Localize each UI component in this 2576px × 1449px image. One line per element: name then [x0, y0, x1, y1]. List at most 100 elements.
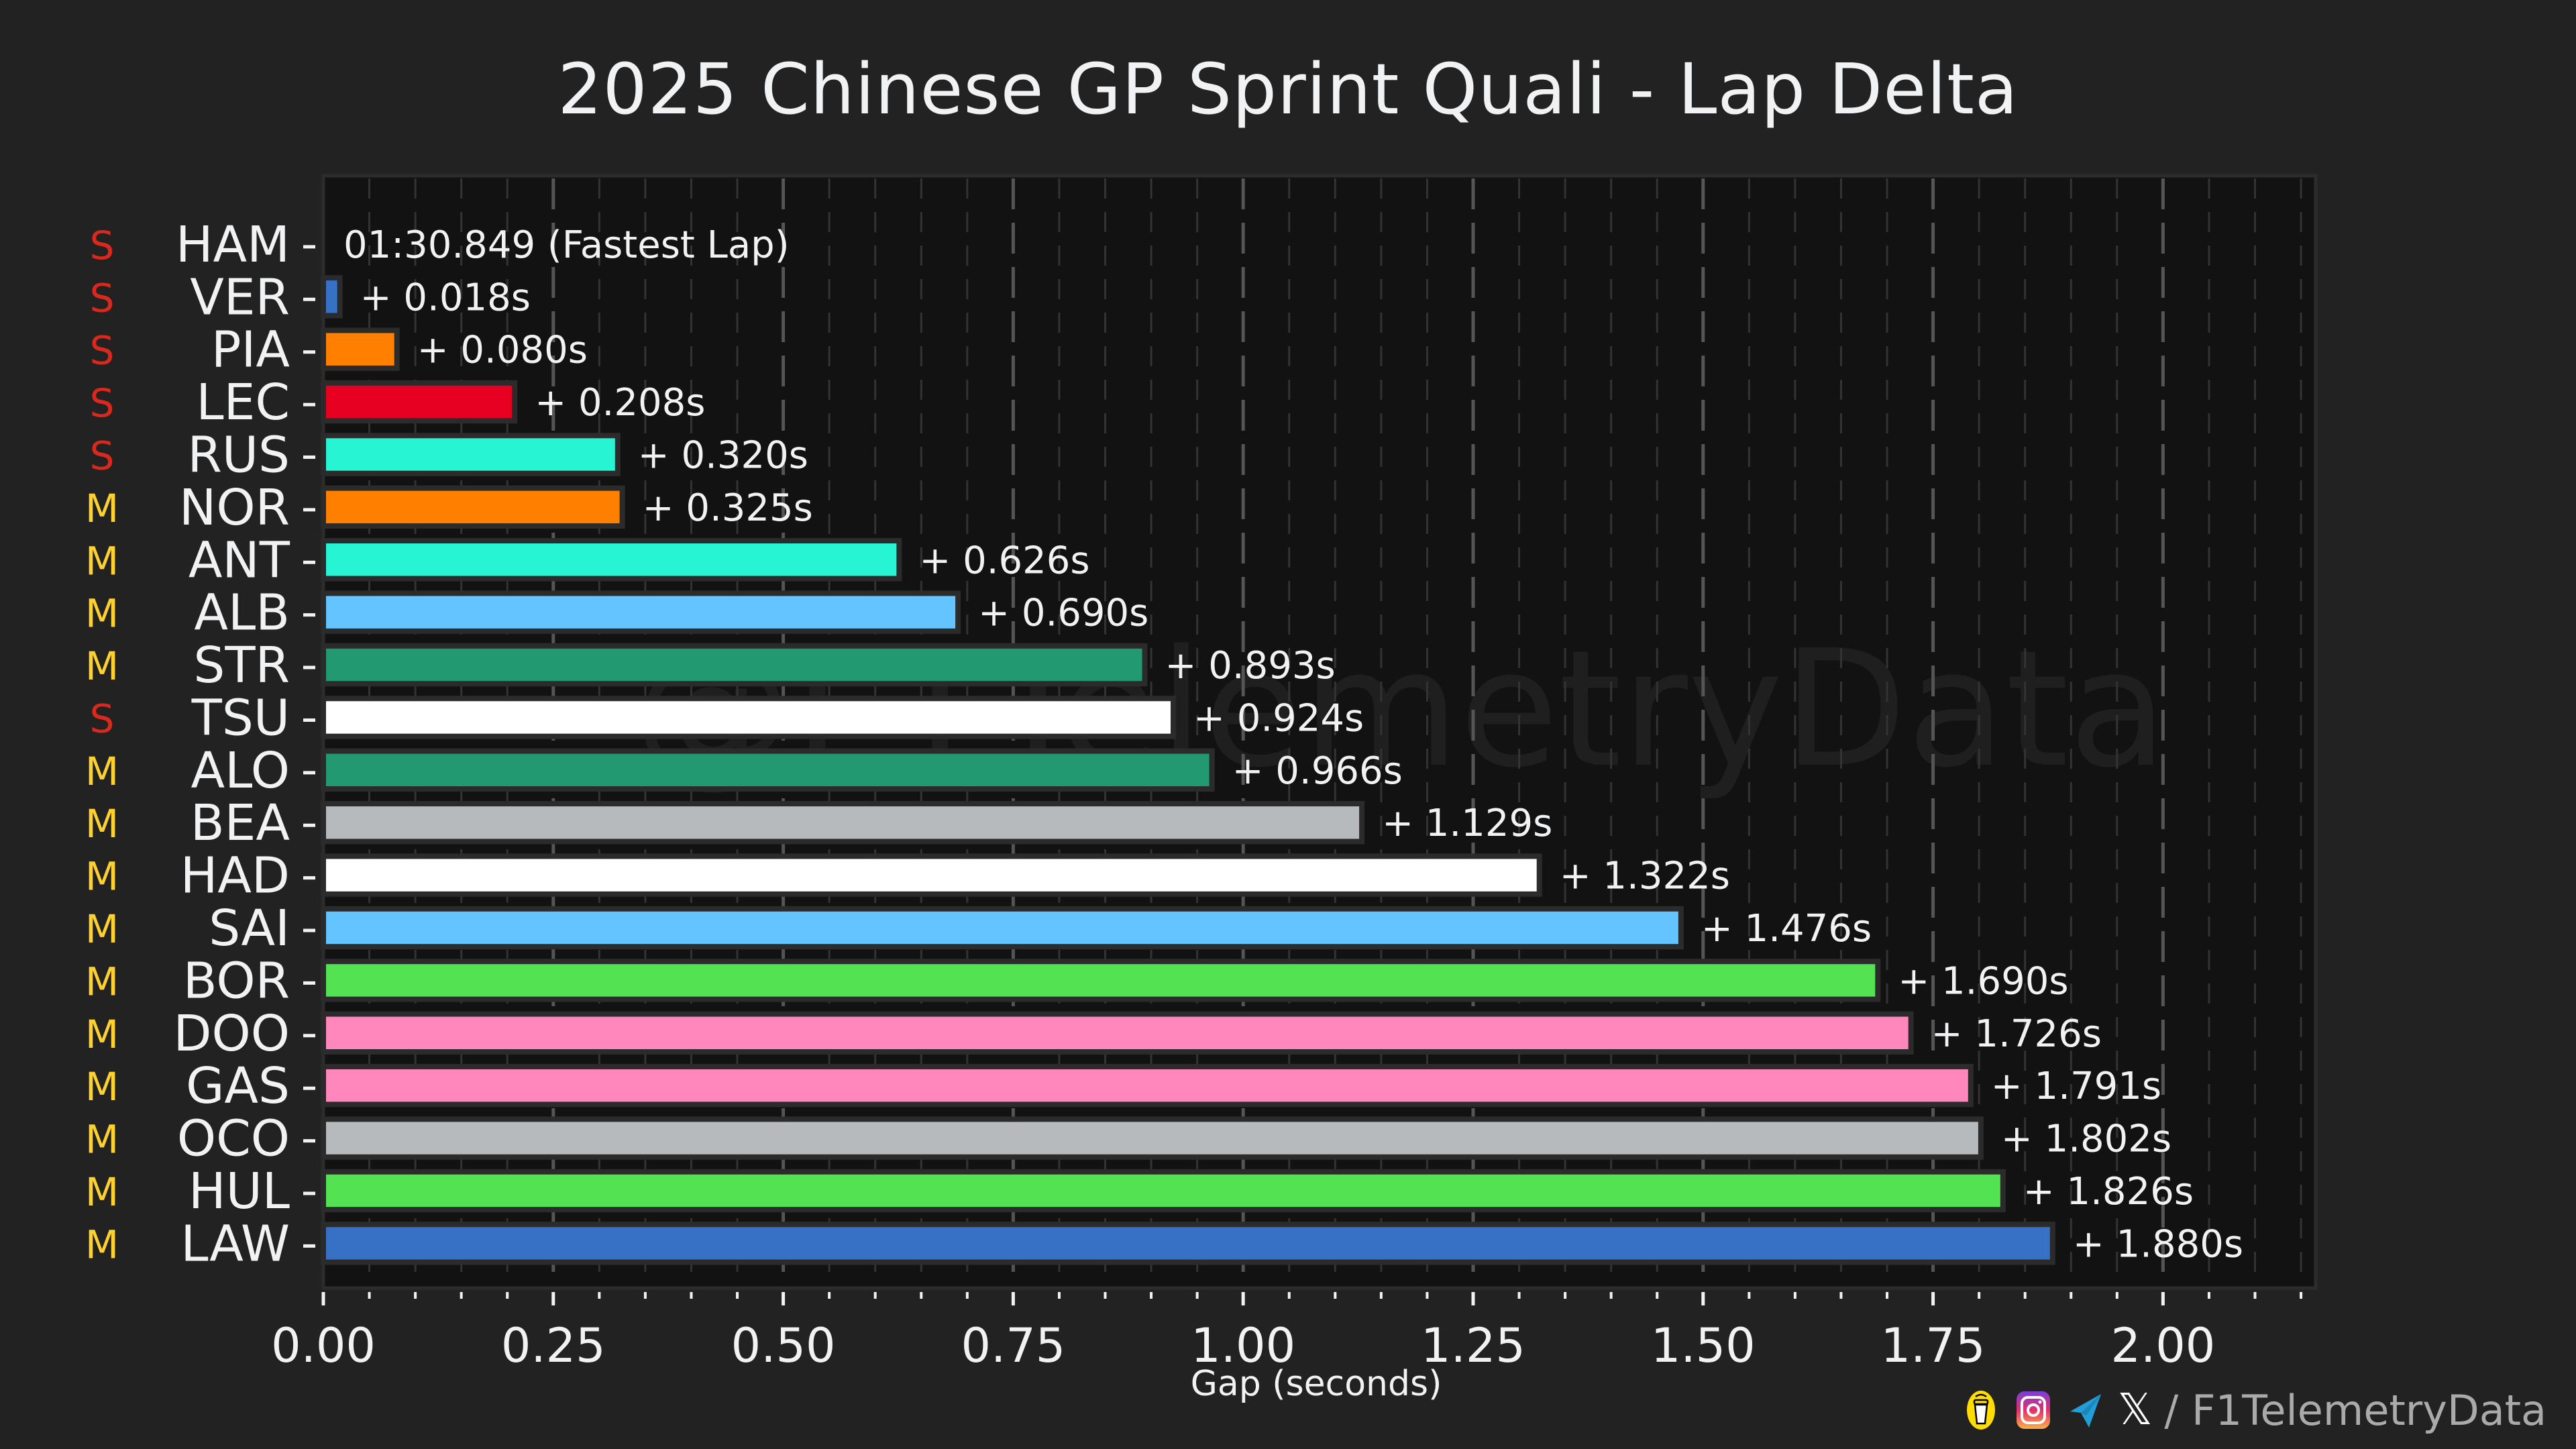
tyre-compound-label: S: [90, 328, 115, 374]
driver-label: VER: [190, 268, 290, 326]
tyre-compound-label: M: [85, 486, 119, 531]
driver-label: ALO: [191, 742, 290, 800]
driver-label: RUS: [187, 426, 290, 484]
tyre-compound-label: M: [85, 854, 119, 900]
data-label: + 1.880s: [2073, 1222, 2243, 1266]
bar: [321, 538, 902, 582]
bar: [321, 748, 1215, 792]
tyre-compound-label: S: [90, 696, 115, 741]
data-label: + 1.791s: [1991, 1065, 2161, 1108]
data-label: 01:30.849 (Fastest Lap): [343, 223, 790, 267]
tyre-compound-label: M: [85, 1117, 119, 1163]
bar: [321, 1063, 1974, 1108]
bar: [321, 643, 1148, 687]
tyre-compound-label: M: [85, 538, 119, 584]
data-label: + 0.924s: [1193, 696, 1364, 740]
tyre-compound-label: M: [85, 591, 119, 637]
bar: [321, 433, 621, 476]
tyre-compound-label: M: [85, 1169, 119, 1215]
social-handle[interactable]: / F1TelemetryData: [2164, 1385, 2546, 1435]
driver-label: BEA: [191, 794, 290, 852]
data-label: + 0.080s: [417, 329, 588, 372]
data-label: + 1.690s: [1898, 959, 2068, 1003]
driver-label: HUL: [189, 1163, 290, 1220]
bar: [321, 853, 1542, 897]
bar: [321, 1116, 1984, 1160]
data-label: + 1.726s: [1931, 1012, 2102, 1056]
x-tick-label: 0.50: [731, 1318, 836, 1373]
x-tick-label: 1.50: [1651, 1318, 1756, 1373]
telegram-icon[interactable]: [2065, 1390, 2106, 1430]
tyre-compound-label: M: [85, 749, 119, 794]
tyre-compound-label: M: [85, 1222, 119, 1267]
tyre-compound-label: M: [85, 1012, 119, 1057]
x-tick-label: 2.00: [2110, 1318, 2215, 1373]
tyre-compound-label: M: [85, 906, 119, 952]
x-tick-label: 0.00: [271, 1318, 376, 1373]
tyre-compound-label: S: [90, 275, 115, 321]
x-icon[interactable]: 𝕏: [2117, 1385, 2153, 1435]
bar: [321, 906, 1684, 950]
tyre-compound-label: S: [90, 223, 115, 268]
tyre-compound-label: M: [85, 801, 119, 847]
driver-label: HAD: [180, 847, 290, 905]
x-axis-label: Gap (seconds): [1191, 1364, 1442, 1404]
data-label: + 1.476s: [1701, 907, 1872, 951]
bar: [321, 590, 961, 634]
tyre-compound-label: S: [90, 433, 115, 478]
driver-label: HAM: [176, 216, 290, 274]
bar: [321, 1011, 1914, 1055]
bar: [321, 801, 1365, 845]
driver-label: LAW: [180, 1215, 290, 1273]
instagram-icon[interactable]: [2013, 1390, 2053, 1430]
bar: [321, 327, 400, 371]
driver-label: SAI: [209, 900, 290, 957]
driver-label: NOR: [179, 479, 290, 537]
data-label: + 0.690s: [978, 592, 1148, 635]
driver-label: LEC: [196, 374, 290, 431]
data-label: + 0.208s: [535, 381, 705, 425]
driver-label: PIA: [211, 321, 290, 379]
bar: [321, 1169, 2006, 1213]
buymeacoffee-icon[interactable]: [1961, 1390, 2001, 1430]
x-tick-label: 1.25: [1421, 1318, 1525, 1373]
data-label: + 1.322s: [1560, 855, 1730, 898]
driver-label: STR: [193, 637, 290, 694]
data-label: + 1.802s: [2001, 1118, 2171, 1161]
data-label: + 0.893s: [1165, 644, 1335, 688]
footer-credits: 𝕏 / F1TelemetryData: [1961, 1383, 2546, 1437]
y-axis-labels: HAM S VER S PIA S LEC S RUS S NOR M ANT M ALB M STR M TSU S…: [85, 216, 315, 1273]
tyre-compound-label: M: [85, 1064, 119, 1110]
tyre-compound-label: S: [90, 380, 115, 426]
bar: [321, 380, 518, 424]
driver-label: ANT: [189, 531, 290, 589]
driver-label: OCO: [177, 1110, 290, 1168]
tyre-compound-label: M: [85, 959, 119, 1004]
x-axis: 0.00 0.25 0.50 0.75 1.00 1.25 1.50 1.75 2.00: [271, 1292, 2303, 1373]
bars: 01:30.849 (Fastest Lap) + 0.018s + 0.080s +…: [321, 223, 2243, 1266]
bar: [321, 1222, 2055, 1265]
data-label: + 0.626s: [919, 539, 1089, 582]
data-label: + 0.325s: [643, 486, 813, 530]
data-label: + 1.129s: [1382, 802, 1552, 845]
data-label: + 1.826s: [2023, 1170, 2194, 1214]
bar: [321, 959, 1881, 1002]
tyre-compound-label: M: [85, 643, 119, 689]
driver-label: DOO: [174, 1005, 290, 1063]
bar: [321, 485, 625, 529]
x-tick-label: 0.75: [961, 1318, 1065, 1373]
x-tick-label: 0.25: [501, 1318, 606, 1373]
driver-label: ALB: [194, 584, 290, 642]
bar: [321, 275, 343, 319]
data-label: + 0.320s: [638, 433, 808, 477]
data-label: + 0.018s: [360, 276, 531, 319]
bar: [321, 696, 1176, 739]
driver-label: TSU: [191, 689, 290, 747]
driver-label: GAS: [186, 1057, 290, 1115]
driver-label: BOR: [183, 952, 290, 1010]
chart-title: 2025 Chinese GP Sprint Quali - Lap Delta: [557, 48, 2019, 130]
x-tick-label: 1.75: [1881, 1318, 1986, 1373]
x-tick-label: 1.00: [1191, 1318, 1295, 1373]
data-label: + 0.966s: [1232, 749, 1403, 793]
